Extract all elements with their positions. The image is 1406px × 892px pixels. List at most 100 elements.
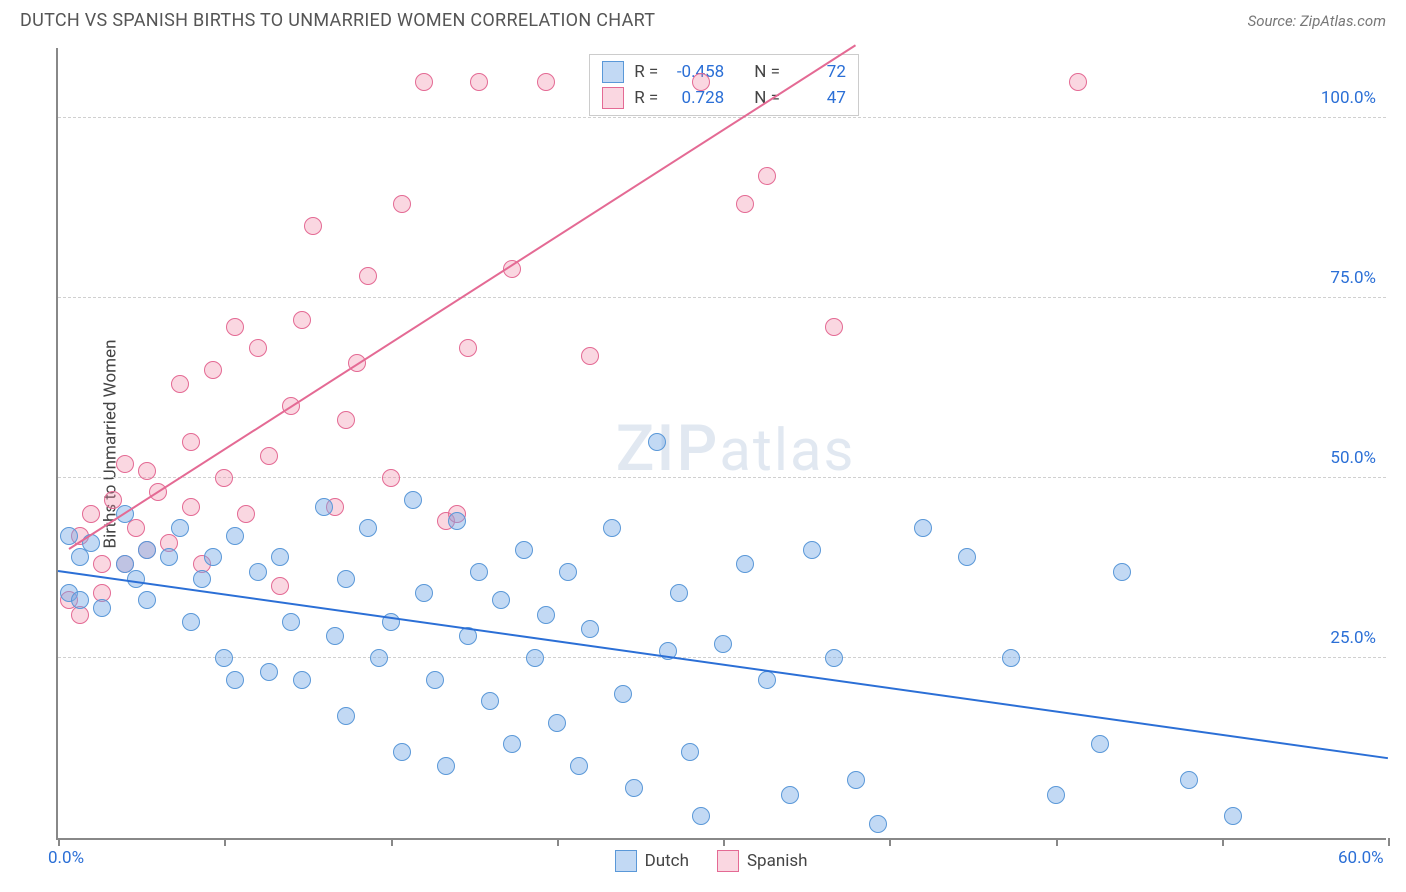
x-tick-label: 60.0% [1338, 848, 1384, 868]
data-point-dutch [226, 671, 244, 689]
y-tick-label: 50.0% [1330, 448, 1376, 468]
data-point-dutch [526, 649, 544, 667]
data-point-dutch [171, 519, 189, 537]
source-attribution: Source: ZipAtlas.com [1248, 12, 1386, 30]
data-point-spanish [271, 577, 289, 595]
stat-r-value: 0.728 [668, 88, 724, 108]
data-point-dutch [293, 671, 311, 689]
data-point-spanish [249, 339, 267, 357]
data-point-dutch [869, 815, 887, 833]
data-point-dutch [581, 620, 599, 638]
gridline [58, 117, 1386, 118]
stat-r-label: R = [634, 88, 658, 108]
legend-swatch [602, 87, 624, 109]
data-point-dutch [415, 584, 433, 602]
data-point-dutch [492, 591, 510, 609]
data-point-dutch [515, 541, 533, 559]
data-point-dutch [271, 548, 289, 566]
data-point-dutch [193, 570, 211, 588]
data-point-spanish [825, 318, 843, 336]
data-point-spanish [393, 195, 411, 213]
stats-row-dutch: R =-0.458N =72 [602, 59, 846, 85]
data-point-dutch [692, 807, 710, 825]
data-point-dutch [670, 584, 688, 602]
data-point-dutch [503, 735, 521, 753]
gridline [58, 297, 1386, 298]
data-point-spanish [415, 73, 433, 91]
data-point-dutch [359, 519, 377, 537]
data-point-dutch [1047, 786, 1065, 804]
data-point-dutch [426, 671, 444, 689]
x-tick [1388, 838, 1390, 846]
x-tick [557, 838, 559, 846]
data-point-spanish [581, 347, 599, 365]
data-point-spanish [82, 505, 100, 523]
data-point-dutch [548, 714, 566, 732]
data-point-dutch [648, 433, 666, 451]
data-point-dutch [326, 627, 344, 645]
data-point-dutch [93, 599, 111, 617]
legend-item: Spanish [717, 850, 808, 872]
data-point-dutch [614, 685, 632, 703]
data-point-spanish [337, 411, 355, 429]
data-point-spanish [382, 469, 400, 487]
stat-r-label: R = [634, 62, 658, 82]
stats-row-spanish: R =0.728N =47 [602, 85, 846, 111]
legend-label: Spanish [747, 851, 808, 871]
stats-legend-box: R =-0.458N =72R =0.728N =47 [589, 54, 859, 116]
x-tick [391, 838, 393, 846]
x-tick-label: 0.0% [48, 848, 84, 868]
data-point-spanish [736, 195, 754, 213]
y-tick-label: 25.0% [1330, 628, 1376, 648]
data-point-dutch [138, 541, 156, 559]
x-tick [1056, 838, 1058, 846]
x-tick [58, 838, 60, 846]
data-point-dutch [437, 757, 455, 775]
data-point-spanish [182, 433, 200, 451]
legend-swatch [615, 850, 637, 872]
data-point-spanish [138, 462, 156, 480]
data-point-dutch [603, 519, 621, 537]
data-point-dutch [448, 512, 466, 530]
data-point-spanish [260, 447, 278, 465]
data-point-dutch [204, 548, 222, 566]
data-point-dutch [215, 649, 233, 667]
data-point-spanish [692, 73, 710, 91]
y-tick-label: 100.0% [1321, 88, 1376, 108]
data-point-dutch [249, 563, 267, 581]
data-point-dutch [781, 786, 799, 804]
data-point-spanish [215, 469, 233, 487]
data-point-dutch [681, 743, 699, 761]
data-point-dutch [481, 692, 499, 710]
legend-item: Dutch [615, 850, 689, 872]
data-point-spanish [93, 555, 111, 573]
data-point-spanish [204, 361, 222, 379]
data-point-spanish [470, 73, 488, 91]
data-point-spanish [459, 339, 477, 357]
data-point-dutch [138, 591, 156, 609]
scatter-chart: Births to Unmarried Women ZIPatlas R =-0… [56, 48, 1386, 840]
data-point-dutch [736, 555, 754, 573]
x-tick [723, 838, 725, 846]
series-legend: Dutch Spanish [615, 850, 808, 872]
data-point-dutch [404, 491, 422, 509]
data-point-dutch [1113, 563, 1131, 581]
data-point-dutch [370, 649, 388, 667]
y-tick-label: 75.0% [1330, 268, 1376, 288]
data-point-spanish [359, 267, 377, 285]
x-tick [1222, 838, 1224, 846]
data-point-dutch [714, 635, 732, 653]
stat-n-value: 47 [790, 88, 846, 108]
data-point-dutch [537, 606, 555, 624]
data-point-spanish [304, 217, 322, 235]
trendline [58, 570, 1388, 759]
legend-swatch [717, 850, 739, 872]
legend-swatch [602, 61, 624, 83]
data-point-dutch [260, 663, 278, 681]
data-point-dutch [559, 563, 577, 581]
data-point-spanish [1069, 73, 1087, 91]
chart-title: DUTCH VS SPANISH BIRTHS TO UNMARRIED WOM… [20, 10, 655, 31]
data-point-dutch [282, 613, 300, 631]
gridline [58, 477, 1386, 478]
data-point-dutch [127, 570, 145, 588]
